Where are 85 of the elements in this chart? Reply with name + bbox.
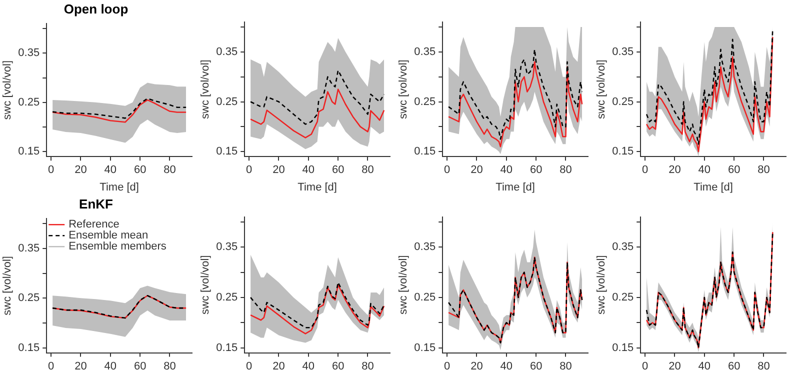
x-tick-label: 0 — [642, 164, 648, 176]
line-series — [250, 70, 385, 125]
y-tick-label: 0.25 — [18, 292, 40, 304]
y-tick-label: 0.35 — [612, 241, 634, 254]
x-tick-label: 40 — [104, 360, 117, 372]
x-tick-label: 40 — [500, 164, 513, 176]
x-tick-label: 60 — [332, 360, 344, 372]
y-tick-label: 0.15 — [612, 146, 634, 158]
y-tick-label: 0.25 — [612, 292, 634, 304]
x-tick-label: 20 — [74, 164, 87, 176]
x-tick-label: 80 — [362, 360, 374, 372]
x-tick-label: 60 — [332, 164, 344, 176]
y-tick-label: 0.15 — [216, 342, 238, 354]
y-axis-title: swc [vol/vol] — [596, 255, 608, 315]
x-tick-label: 80 — [758, 164, 770, 176]
x-tick-label: 0 — [444, 360, 450, 372]
y-tick-label: 0.25 — [612, 96, 634, 108]
x-tick-label: 60 — [134, 164, 146, 176]
x-tick-label: 0 — [246, 164, 252, 176]
x-tick-label: 40 — [104, 164, 117, 176]
legend-label: Ensemble mean — [68, 230, 148, 242]
x-tick-label: 80 — [362, 164, 374, 176]
legend-label: Ensemble members — [68, 240, 167, 253]
y-axis-title: swc [vol/vol] — [2, 60, 14, 120]
y-tick-label: 0.15 — [18, 146, 40, 158]
x-tick-label: 40 — [302, 164, 315, 176]
line-series — [250, 282, 385, 328]
legend-label: Reference — [68, 218, 120, 231]
x-tick-label: 80 — [560, 360, 572, 372]
y-tick-label: 0.15 — [216, 146, 238, 158]
x-tick-label: 0 — [48, 164, 54, 176]
x-tick-label: 60 — [530, 164, 542, 176]
y-tick-label: 0.25 — [414, 292, 436, 304]
x-tick-label: 20 — [668, 360, 681, 372]
chart-title: EnKF — [79, 196, 114, 212]
y-tick-label: 0.15 — [612, 342, 634, 354]
x-tick-label: 0 — [642, 360, 648, 372]
x-tick-label: 60 — [728, 360, 740, 372]
y-tick-label: 0.35 — [216, 46, 238, 58]
x-tick-label: 0 — [48, 360, 54, 372]
y-tick-label: 0.35 — [612, 46, 634, 58]
x-tick-label: 20 — [272, 164, 285, 176]
y-axis-title: swc [vol/vol] — [2, 256, 14, 316]
x-tick-label: 40 — [302, 360, 315, 372]
x-tick-label: 0 — [246, 360, 252, 372]
x-axis-title: Time [d] — [496, 181, 535, 194]
y-axis-title: swc [vol/vol] — [200, 60, 212, 119]
y-tick-label: 0.15 — [18, 342, 40, 354]
y-tick-label: 0.35 — [414, 46, 436, 58]
y-tick-label: 0.35 — [414, 241, 436, 254]
y-axis-title: swc [vol/vol] — [596, 60, 608, 119]
y-tick-label: 0.25 — [216, 292, 238, 304]
x-tick-label: 20 — [668, 164, 681, 176]
y-tick-label: 0.35 — [18, 242, 40, 254]
chart-title: Open loop — [64, 1, 128, 16]
x-tick-label: 60 — [134, 360, 146, 372]
y-tick-label: 0.25 — [216, 96, 238, 108]
y-tick-label: 0.35 — [216, 241, 238, 254]
x-tick-label: 60 — [728, 164, 740, 176]
line-series — [52, 98, 187, 119]
x-tick-label: 60 — [530, 360, 542, 372]
x-tick-label: 80 — [560, 164, 572, 176]
x-tick-label: 0 — [444, 164, 450, 176]
y-tick-label: 0.35 — [18, 47, 40, 60]
x-tick-label: 40 — [698, 360, 711, 372]
x-tick-label: 40 — [698, 164, 711, 176]
y-tick-label: 0.15 — [414, 146, 436, 158]
x-axis-title: Time [d] — [100, 181, 139, 194]
y-axis-title: swc [vol/vol] — [398, 255, 410, 315]
x-tick-label: 80 — [164, 360, 176, 372]
x-tick-label: 40 — [500, 360, 513, 372]
y-tick-label: 0.25 — [414, 96, 436, 108]
x-axis-title: Time [d] — [694, 181, 733, 194]
x-tick-label: 20 — [470, 164, 483, 176]
x-tick-label: 80 — [758, 360, 770, 372]
x-tick-label: 80 — [164, 164, 176, 176]
y-axis-title: swc [vol/vol] — [398, 60, 410, 119]
line-series — [448, 48, 583, 140]
y-tick-label: 0.15 — [414, 342, 436, 354]
x-tick-label: 20 — [470, 360, 483, 372]
x-tick-label: 20 — [272, 360, 285, 372]
y-tick-label: 0.25 — [18, 96, 40, 108]
x-axis-title: Time [d] — [298, 181, 337, 194]
y-axis-title: swc [vol/vol] — [200, 255, 212, 315]
x-tick-label: 20 — [74, 360, 87, 372]
